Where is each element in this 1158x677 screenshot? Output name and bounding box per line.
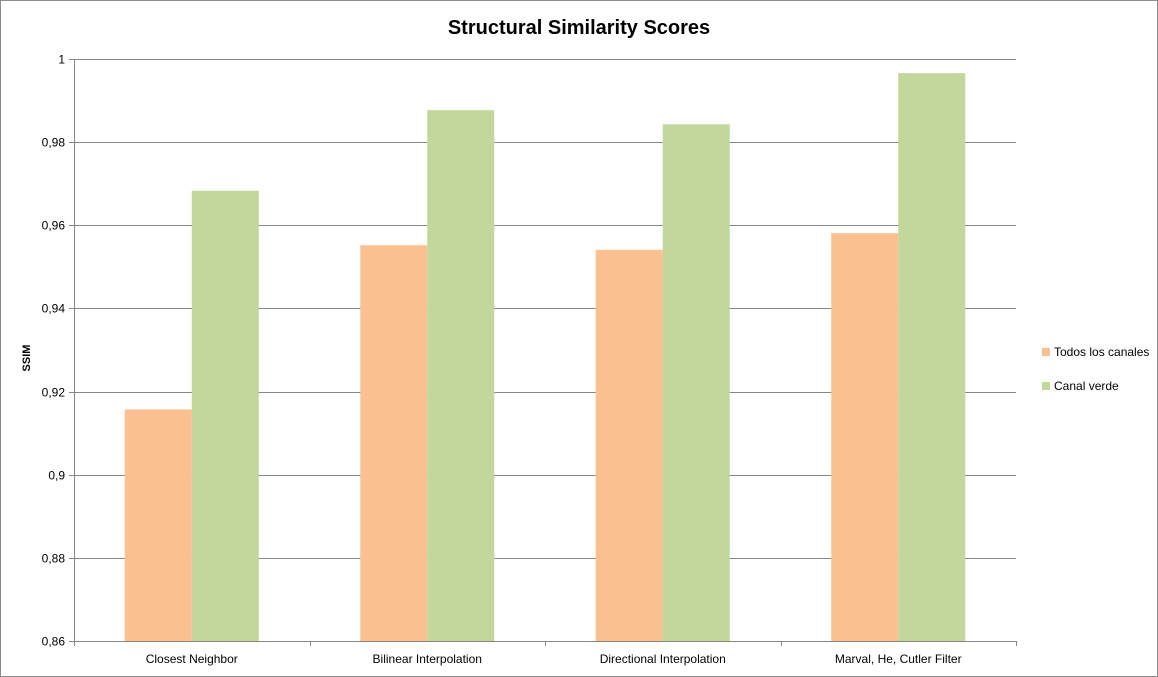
x-tick-label: Directional Interpolation (600, 652, 726, 666)
bar (427, 110, 495, 641)
y-tick-label: 0,88 (42, 552, 66, 566)
bar (191, 190, 259, 641)
bar (360, 245, 428, 642)
legend-swatch (1042, 348, 1050, 356)
bars (124, 73, 966, 642)
x-tick-label: Marval, He, Cutler Filter (835, 652, 962, 666)
y-tick-label: 0,92 (42, 386, 66, 400)
y-tick-label: 0,86 (42, 635, 66, 649)
x-tick-label: Closest Neighbor (146, 652, 238, 666)
y-tick-label: 0,9 (48, 469, 65, 483)
legend-label: Canal verde (1054, 379, 1119, 393)
y-axis-label: SSIM (21, 345, 33, 372)
chart-title: Structural Similarity Scores (448, 17, 710, 39)
y-tick-label: 1 (58, 53, 65, 67)
y-tick-label: 0,94 (42, 302, 66, 316)
bar (124, 409, 192, 641)
axes: 0,86 0,88 0,9 0,92 0,94 0,96 0,98 1 Closest Neig… (42, 53, 1017, 666)
bar (898, 73, 966, 642)
legend-label: Todos los canales (1054, 345, 1149, 359)
x-tick-label: Bilinear Interpolation (373, 652, 482, 666)
bar (662, 124, 730, 641)
bar (831, 233, 899, 642)
legend-swatch (1042, 382, 1050, 390)
y-tick-label: 0,98 (42, 136, 66, 150)
bar (595, 249, 663, 641)
legend: Todos los canales Canal verde (1042, 345, 1149, 393)
y-tick-label: 0,96 (42, 219, 66, 233)
